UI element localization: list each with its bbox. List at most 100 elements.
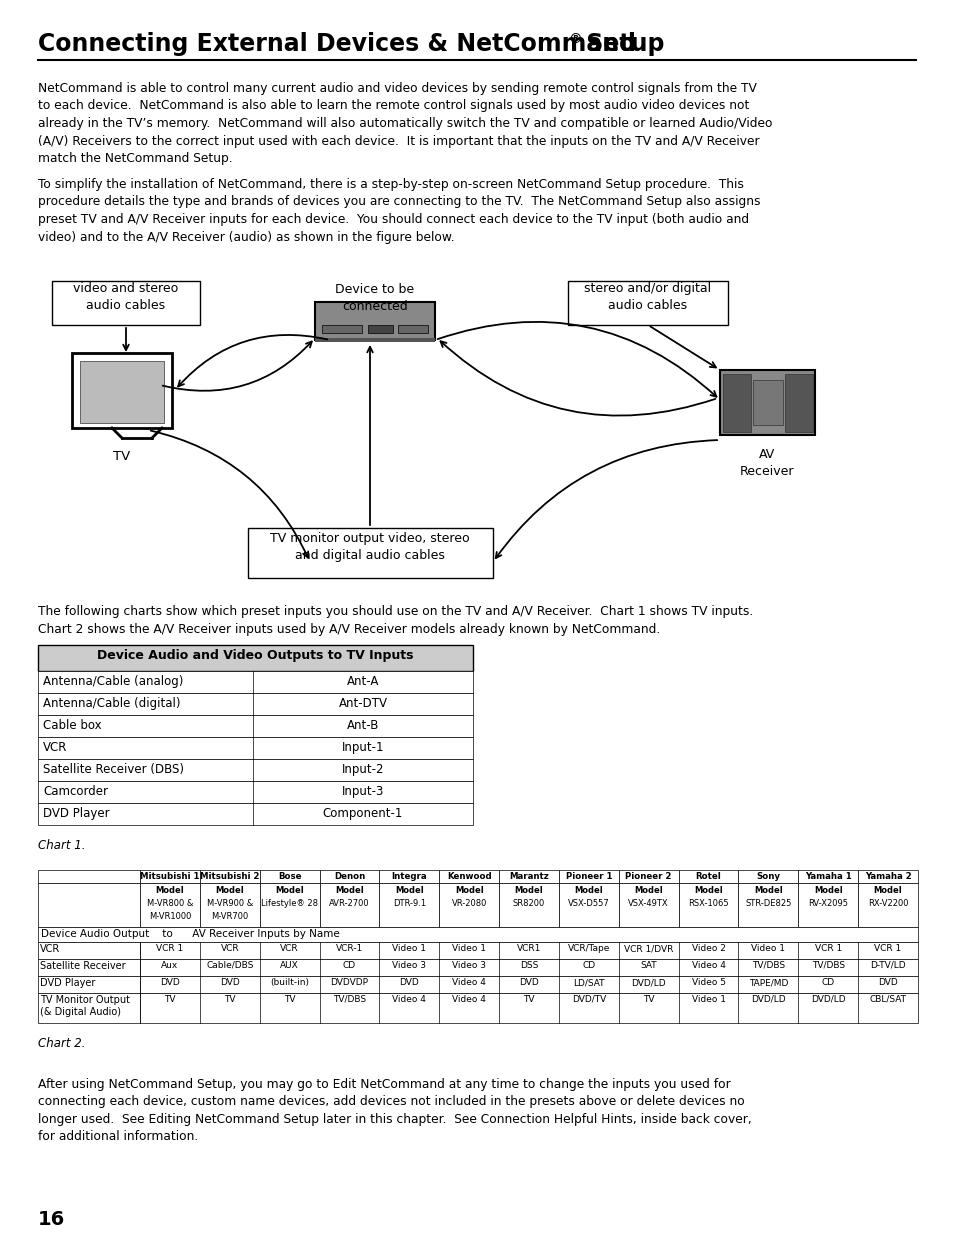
Bar [498, 883, 558, 927]
Text: VCR/Tape: VCR/Tape [567, 944, 609, 953]
Bar [368, 325, 393, 333]
Bar [722, 374, 750, 432]
Bar [38, 693, 473, 715]
Bar [322, 325, 361, 333]
Text: VCR-1: VCR-1 [335, 944, 363, 953]
FancyBboxPatch shape [567, 282, 727, 325]
Text: Mitsubishi 2: Mitsubishi 2 [200, 872, 259, 881]
Text: CD: CD [581, 961, 595, 969]
Text: Sony: Sony [756, 872, 780, 881]
Text: Video 2: Video 2 [691, 944, 724, 953]
Text: Device Audio and Video Outputs to TV Inputs: Device Audio and Video Outputs to TV Inp… [97, 650, 414, 662]
Bar [199, 883, 259, 927]
Text: Model: Model [275, 885, 304, 895]
Bar [379, 883, 438, 927]
Bar [319, 869, 379, 883]
Text: DVD/TV: DVD/TV [571, 995, 605, 1004]
Text: Model: Model [753, 885, 782, 895]
Text: TV/DBS: TV/DBS [751, 961, 784, 969]
Text: Antenna/Cable (analog): Antenna/Cable (analog) [43, 676, 183, 688]
Text: VCR: VCR [220, 944, 239, 953]
Text: AV
Receiver: AV Receiver [739, 448, 794, 478]
Text: VCR 1: VCR 1 [814, 944, 841, 953]
Text: D-TV/LD: D-TV/LD [869, 961, 905, 969]
Bar [784, 374, 812, 432]
Text: LD/SAT: LD/SAT [573, 978, 604, 987]
Text: Video 3: Video 3 [392, 961, 426, 969]
Bar [798, 883, 858, 927]
Text: Kenwood: Kenwood [446, 872, 491, 881]
Text: DVD: DVD [518, 978, 538, 987]
Text: Cable box: Cable box [43, 719, 102, 732]
Text: RSX-1065: RSX-1065 [687, 899, 728, 908]
Text: Video 4: Video 4 [452, 978, 486, 987]
Text: Yamaha 1: Yamaha 1 [804, 872, 851, 881]
Text: Marantz: Marantz [509, 872, 548, 881]
Text: Lifestyle® 28: Lifestyle® 28 [261, 899, 317, 908]
Bar [678, 883, 738, 927]
Text: VCR: VCR [43, 741, 68, 755]
Bar [140, 883, 199, 927]
Text: CD: CD [342, 961, 355, 969]
Text: TV: TV [642, 995, 654, 1004]
Text: TV: TV [224, 995, 235, 1004]
Text: DVD Player: DVD Player [43, 806, 110, 820]
Bar [618, 869, 678, 883]
Text: DVD/LD: DVD/LD [631, 978, 665, 987]
Text: TV: TV [164, 995, 175, 1004]
Text: CD: CD [821, 978, 834, 987]
Text: Chart 2.: Chart 2. [38, 1037, 86, 1050]
Text: Video 4: Video 4 [452, 995, 486, 1004]
Bar [71, 353, 172, 429]
Text: DVD: DVD [399, 978, 418, 987]
Bar [259, 869, 319, 883]
Text: M-VR1000: M-VR1000 [149, 911, 191, 921]
Text: M-VR800 &: M-VR800 & [147, 899, 193, 908]
FancyBboxPatch shape [52, 282, 200, 325]
Text: To simplify the installation of NetCommand, there is a step-by-step on-screen Ne: To simplify the installation of NetComma… [38, 178, 760, 243]
Text: Video 1: Video 1 [751, 944, 784, 953]
Bar [140, 869, 199, 883]
Text: RX-V2200: RX-V2200 [867, 899, 907, 908]
Text: TV: TV [522, 995, 535, 1004]
Text: stereo and/or digital
audio cables: stereo and/or digital audio cables [584, 282, 711, 312]
Text: DSS: DSS [519, 961, 537, 969]
Text: Input-1: Input-1 [341, 741, 384, 755]
Bar [38, 927, 917, 942]
Text: The following charts show which preset inputs you should use on the TV and A/V R: The following charts show which preset i… [38, 605, 753, 636]
FancyBboxPatch shape [248, 529, 493, 578]
Text: STR-DE825: STR-DE825 [744, 899, 791, 908]
Text: Model: Model [215, 885, 244, 895]
Text: Model: Model [813, 885, 841, 895]
Bar [678, 869, 738, 883]
Bar [38, 803, 473, 825]
Bar [38, 993, 917, 1023]
Text: Model: Model [155, 885, 184, 895]
Text: VCR 1: VCR 1 [874, 944, 901, 953]
Bar [858, 883, 917, 927]
Bar [438, 869, 498, 883]
Text: NetCommand is able to control many current audio and video devices by sending re: NetCommand is able to control many curre… [38, 82, 772, 165]
Text: After using NetCommand Setup, you may go to Edit NetCommand at any time to chang: After using NetCommand Setup, you may go… [38, 1078, 751, 1144]
Bar [858, 869, 917, 883]
Text: Ant-A: Ant-A [347, 676, 378, 688]
Text: TV/DBS: TV/DBS [333, 995, 366, 1004]
Text: Video 1: Video 1 [392, 944, 426, 953]
Bar [379, 869, 438, 883]
Text: SR8200: SR8200 [513, 899, 544, 908]
Text: DVD: DVD [219, 978, 239, 987]
Bar [752, 380, 782, 425]
Text: video and stereo
audio cables: video and stereo audio cables [73, 282, 178, 312]
Bar [80, 361, 164, 424]
Bar [498, 869, 558, 883]
Text: Rotel: Rotel [695, 872, 720, 881]
Text: Antenna/Cable (digital): Antenna/Cable (digital) [43, 697, 180, 710]
Text: Video 4: Video 4 [691, 961, 724, 969]
Text: Video 1: Video 1 [691, 995, 725, 1004]
Text: VR-2080: VR-2080 [451, 899, 486, 908]
Text: Satellite Receiver (DBS): Satellite Receiver (DBS) [43, 763, 184, 776]
Text: Ant-B: Ant-B [347, 719, 378, 732]
Text: Yamaha 2: Yamaha 2 [863, 872, 910, 881]
Bar [558, 869, 618, 883]
Text: Satellite Receiver: Satellite Receiver [40, 961, 126, 971]
